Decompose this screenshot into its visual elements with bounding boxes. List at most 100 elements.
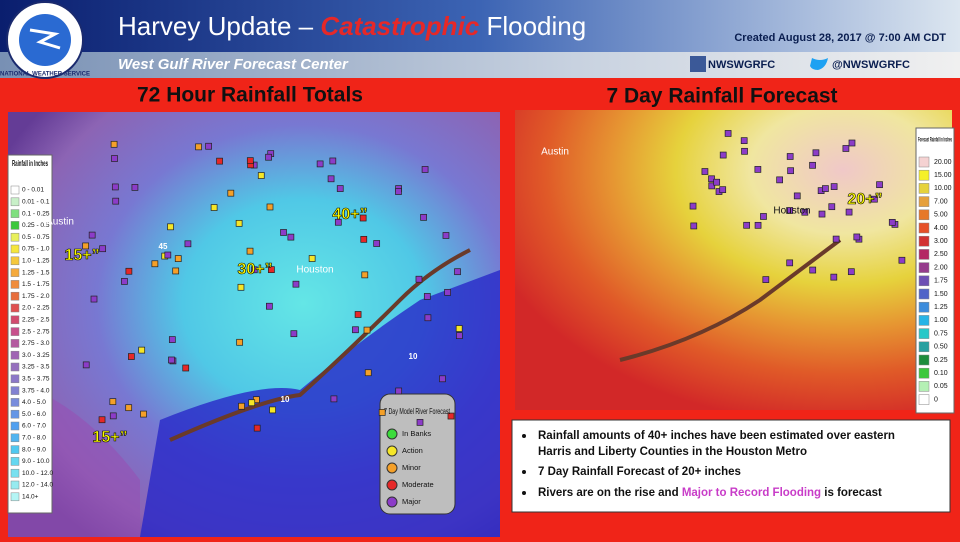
legend-swatch [918, 235, 930, 247]
legend-swatch [10, 244, 20, 254]
legend-swatch [10, 374, 20, 384]
station-marker [168, 356, 175, 364]
legend-swatch [918, 341, 930, 353]
map-label: 45 [159, 242, 168, 251]
title-part: Flooding [479, 11, 586, 41]
station-marker [801, 208, 809, 216]
bullet-part: is forecast [821, 487, 882, 499]
legend-swatch [10, 315, 20, 325]
map-label: 20+” [847, 191, 882, 208]
legend-label: 0.75 - 1.0 [22, 246, 50, 253]
legend-label: 0 [934, 396, 938, 403]
legend-label: 1.0 - 1.25 [22, 258, 50, 265]
legend-label: 10.0 - 12.0 [22, 470, 53, 477]
station-marker [238, 402, 245, 410]
header-bar [0, 0, 960, 52]
station-marker [248, 399, 256, 407]
station-marker [364, 369, 372, 377]
station-marker [125, 267, 133, 275]
legend-label: 3.00 [934, 238, 948, 245]
station-marker [235, 219, 243, 227]
station-marker [444, 288, 451, 296]
slide-title: Harvey Update – Catastrophic Flooding [118, 11, 586, 41]
legend-label: 0.75 [934, 330, 948, 337]
twitter-handle: @NWSWGRFC [832, 59, 910, 71]
station-marker [454, 268, 461, 276]
station-marker [818, 210, 826, 218]
map-label: 15+” [64, 247, 99, 264]
legend-label: 3.25 - 3.5 [22, 364, 50, 371]
station-marker [719, 186, 727, 194]
station-marker [447, 412, 455, 420]
river-legend-dot [386, 428, 398, 440]
station-marker [415, 275, 423, 283]
bullet-box [511, 419, 951, 513]
station-marker [713, 178, 721, 186]
logo-text: NATIONAL WEATHER SERVICE [0, 72, 90, 78]
legend-title: Forecast Rainfall in Inches [918, 137, 952, 144]
legend-label: 1.25 - 1.5 [22, 269, 50, 276]
station-marker [719, 151, 727, 159]
station-marker [378, 409, 386, 416]
twitter-icon[interactable] [810, 58, 828, 70]
legend-label: 10.00 [934, 185, 952, 192]
station-marker [82, 361, 90, 369]
legend-swatch [10, 268, 20, 277]
station-marker [421, 166, 429, 173]
station-marker [424, 314, 432, 322]
legend-swatch [10, 280, 20, 289]
legend-swatch [10, 457, 20, 466]
station-marker [395, 387, 403, 395]
station-marker [708, 175, 715, 183]
station-marker [330, 395, 338, 403]
station-marker [690, 222, 698, 230]
station-marker [439, 375, 446, 383]
map-label: Austin [541, 147, 569, 158]
legend-swatch [918, 222, 930, 234]
legend-swatch [10, 209, 20, 218]
station-marker [842, 145, 850, 152]
bullet-text: Rainfall amounts of 40+ inches have been… [538, 430, 895, 458]
river-legend-dot [386, 496, 398, 508]
legend-swatch [10, 232, 20, 242]
created-date: Created August 28, 2017 @ 7:00 AM CDT [734, 32, 946, 44]
legend-label: 2.25 - 2.5 [22, 317, 50, 324]
legend-label: 3.5 - 3.75 [22, 376, 50, 383]
legend-swatch [918, 381, 930, 392]
facebook-icon[interactable] [690, 56, 706, 72]
legend-swatch [918, 288, 930, 300]
station-marker [111, 183, 119, 191]
legend-label: 1.75 [934, 278, 948, 285]
legend-label: 8.0 - 9.0 [22, 446, 46, 453]
legend-label: 0 - 0.01 [22, 187, 44, 194]
coastline [169, 248, 471, 442]
station-marker [121, 278, 128, 285]
station-marker [151, 260, 159, 268]
station-marker [373, 240, 381, 247]
station-marker [442, 232, 450, 239]
station-marker [809, 161, 816, 169]
station-marker [786, 259, 794, 267]
station-marker [876, 181, 883, 189]
station-marker [740, 137, 748, 144]
station-marker [182, 364, 190, 372]
legend-swatch [10, 291, 20, 301]
station-marker [787, 167, 794, 175]
map-label: 15+” [92, 429, 127, 446]
legend-swatch [918, 315, 930, 326]
legend-swatch [918, 301, 930, 313]
station-marker [110, 140, 118, 148]
legend-label: 2.50 [934, 251, 948, 258]
station-marker [786, 207, 793, 214]
station-marker [90, 295, 98, 303]
legend-label: 2.5 - 2.75 [22, 328, 50, 335]
station-marker [776, 176, 783, 184]
station-marker [205, 142, 212, 150]
station-marker [830, 273, 838, 281]
station-marker [128, 353, 135, 360]
station-marker [174, 255, 182, 262]
station-marker [898, 256, 906, 264]
subheader-bar [0, 52, 960, 78]
legend-swatch [918, 354, 930, 366]
